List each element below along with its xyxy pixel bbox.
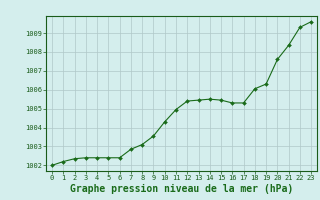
X-axis label: Graphe pression niveau de la mer (hPa): Graphe pression niveau de la mer (hPa) xyxy=(70,184,293,194)
